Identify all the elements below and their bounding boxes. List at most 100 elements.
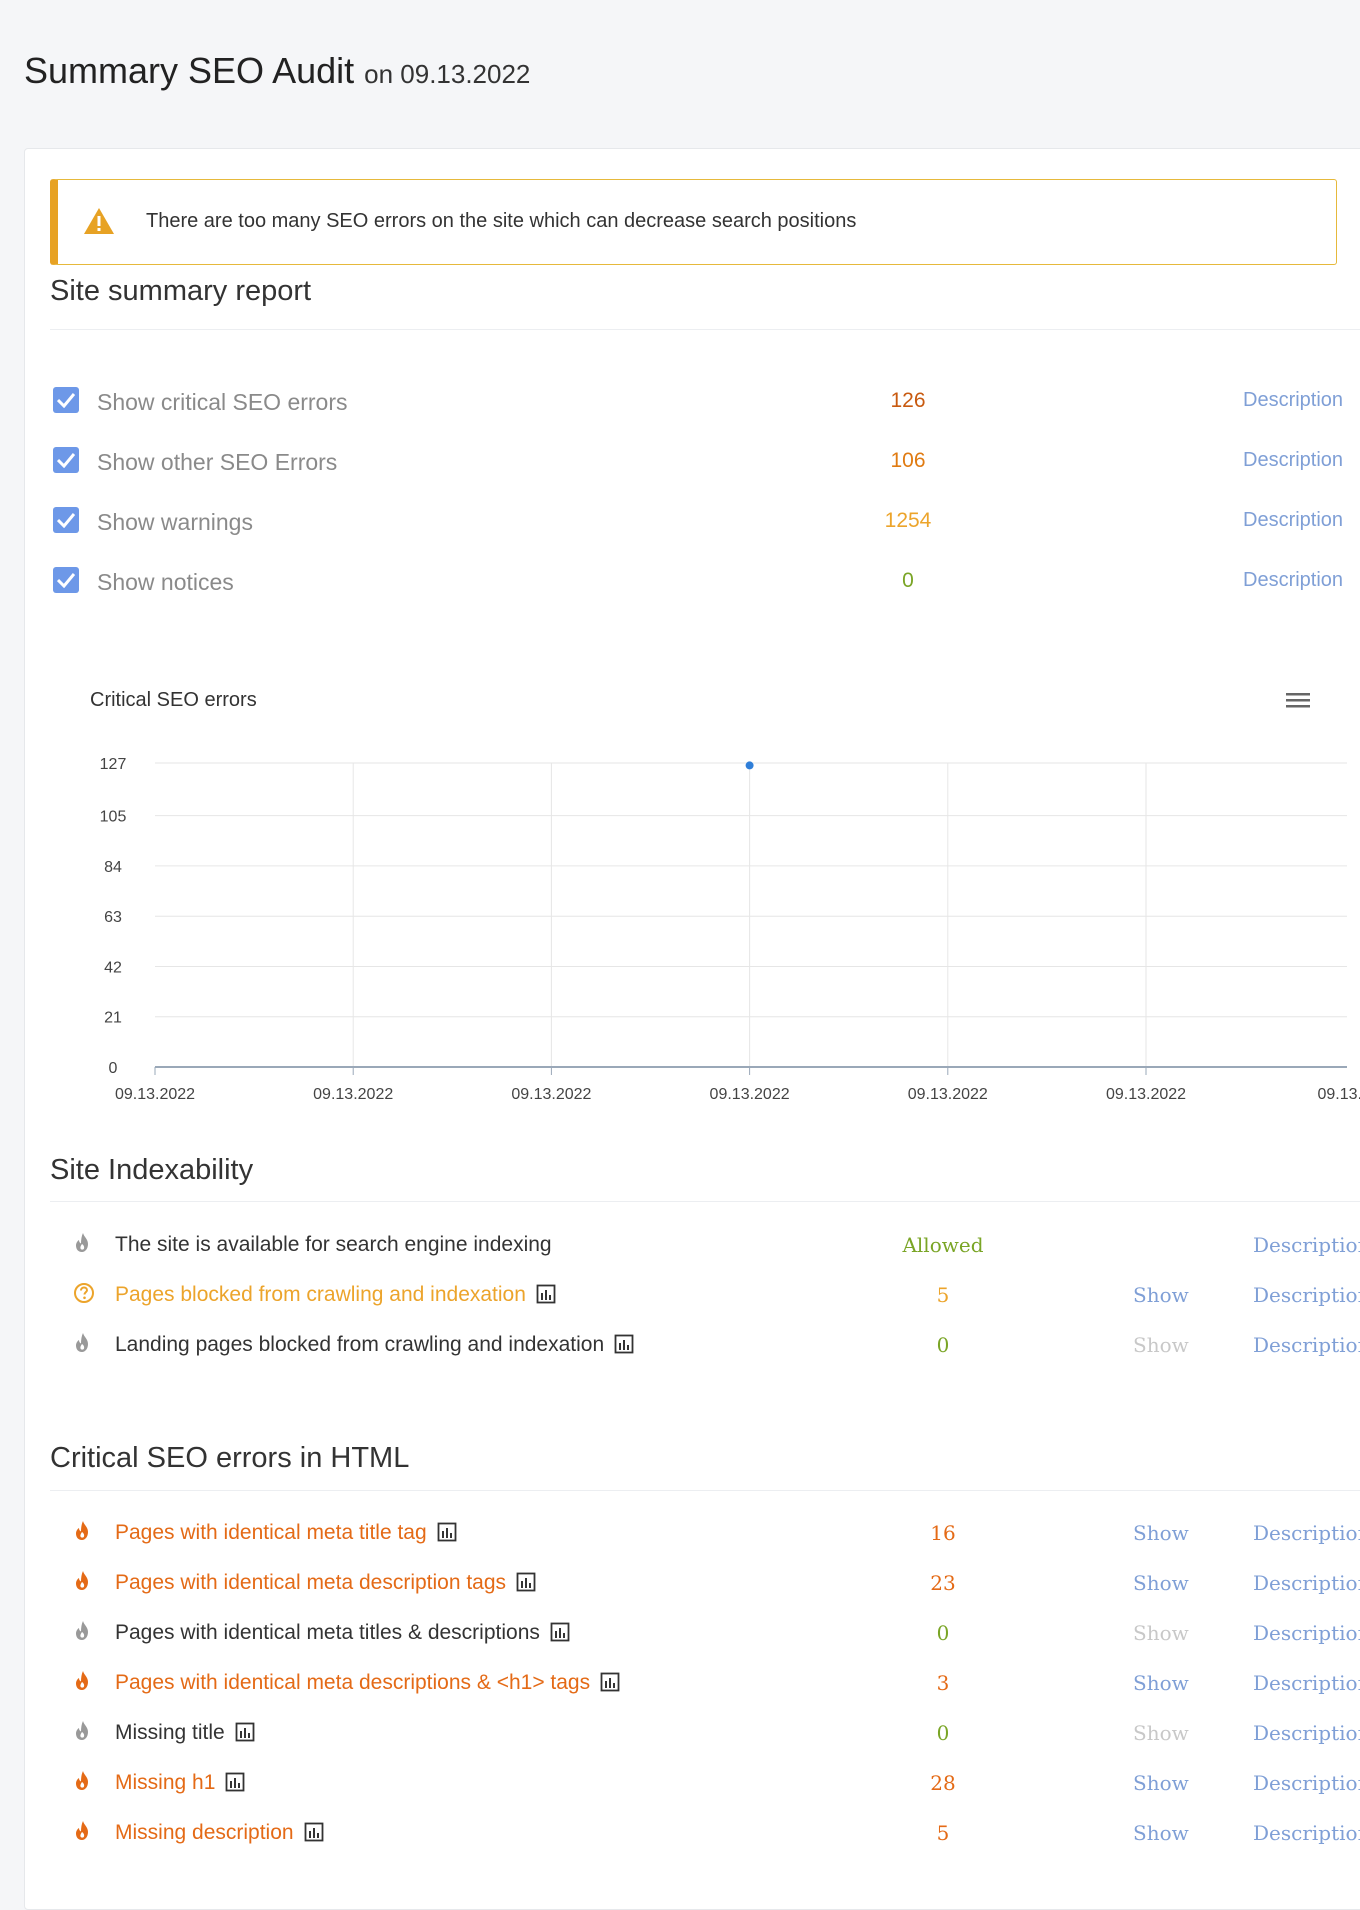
chart-menu-icon[interactable] — [1286, 691, 1310, 709]
description-link[interactable]: Description — [1253, 1771, 1360, 1795]
fire-icon — [76, 1621, 88, 1640]
chart-plot: 127 105 84 63 42 21 0 09.13.2022 09.13.2022 09.13… — [100, 756, 1360, 1103]
issue-label-text: Pages with identical meta descriptions &… — [115, 1671, 591, 1694]
audit-date: on 09.13.2022 — [364, 59, 531, 89]
warning-icon — [84, 208, 114, 234]
summary-row-label[interactable]: Show critical SEO errors — [97, 389, 348, 415]
issue-label: Pages with identical meta descriptions &… — [115, 1671, 620, 1695]
description-link[interactable]: Description — [1253, 1821, 1360, 1845]
fire-icon — [73, 1720, 93, 1747]
x-tick-label: 09.13.2 — [1318, 1086, 1360, 1103]
check-icon — [57, 453, 75, 468]
bar-chart-icon[interactable] — [536, 1284, 556, 1304]
issue-row: Missing title 0 Show Description — [73, 1717, 1360, 1751]
bar-chart-icon[interactable] — [516, 1572, 536, 1592]
issue-count: 5 — [936, 1283, 950, 1307]
critical-errors-chart: Critical SEO errors 127 105 84 63 42 21 0 09.13… — [50, 649, 1360, 1109]
fire-icon — [73, 1820, 93, 1847]
issue-label-text: Pages with identical meta title tag — [115, 1521, 427, 1544]
issue-row: Landing pages blocked from crawling and … — [73, 1329, 1360, 1363]
bar-chart-icon[interactable] — [437, 1522, 457, 1542]
summary-row-value: 1254 — [884, 509, 932, 532]
issue-count: 0 — [936, 1721, 950, 1745]
issue-row: The site is available for search engine … — [73, 1229, 1360, 1263]
show-link[interactable]: Show — [1133, 1571, 1189, 1595]
summary-row: Show notices 0 Description — [53, 565, 1353, 597]
issue-count: 28 — [930, 1771, 956, 1795]
issue-count: 0 — [936, 1621, 950, 1645]
data-point[interactable] — [745, 761, 754, 770]
issue-count: 16 — [930, 1521, 956, 1545]
description-link[interactable]: Description — [1253, 1721, 1360, 1745]
fire-icon — [76, 1333, 88, 1352]
checkbox[interactable] — [53, 447, 79, 473]
site-indexability-title: Site Indexability — [50, 1154, 254, 1186]
fire-icon — [73, 1520, 93, 1547]
y-tick-label: 127 — [100, 756, 127, 773]
issue-label: Pages with identical meta title tag — [115, 1521, 457, 1545]
y-tick-label: 84 — [104, 859, 122, 876]
bar-chart-icon[interactable] — [304, 1822, 324, 1842]
description-link[interactable]: Description — [1253, 1233, 1360, 1257]
page-title: Summary SEO Audit on 09.13.2022 — [24, 50, 530, 92]
show-link: Show — [1133, 1621, 1189, 1645]
issue-label: Pages blocked from crawling and indexati… — [115, 1283, 556, 1307]
fire-icon — [76, 1771, 88, 1790]
show-link[interactable]: Show — [1133, 1821, 1189, 1845]
issue-label: Pages with identical meta description ta… — [115, 1571, 536, 1595]
divider — [50, 1201, 1360, 1202]
issue-row: Pages with identical meta titles & descr… — [73, 1617, 1360, 1651]
fire-icon — [73, 1332, 93, 1359]
check-icon — [57, 573, 75, 588]
description-link[interactable]: Description — [1253, 1333, 1360, 1357]
description-link[interactable]: Description — [1243, 509, 1344, 531]
fire-icon — [73, 1620, 93, 1647]
description-link[interactable]: Description — [1253, 1671, 1360, 1695]
description-link[interactable]: Description — [1243, 569, 1344, 591]
y-tick-label: 63 — [104, 909, 122, 926]
issue-label-text: Missing h1 — [115, 1771, 216, 1794]
summary-row-label[interactable]: Show notices — [97, 569, 234, 595]
x-tick-label: 09.13.2022 — [511, 1086, 591, 1103]
show-link[interactable]: Show — [1133, 1671, 1189, 1695]
description-link[interactable]: Description — [1253, 1571, 1360, 1595]
issue-label: Landing pages blocked from crawling and … — [115, 1333, 634, 1357]
bar-chart-icon[interactable] — [235, 1722, 255, 1742]
alert-message: There are too many SEO errors on the sit… — [146, 210, 857, 232]
summary-row-value: 126 — [890, 389, 926, 412]
issue-label: Pages with identical meta titles & descr… — [115, 1621, 570, 1645]
description-link[interactable]: Description — [1253, 1283, 1360, 1307]
issue-label: The site is available for search engine … — [115, 1233, 552, 1257]
show-link[interactable]: Show — [1133, 1521, 1189, 1545]
checkbox[interactable] — [53, 387, 79, 413]
seo-alert: There are too many SEO errors on the sit… — [50, 179, 1337, 265]
description-link[interactable]: Description — [1243, 449, 1344, 471]
chart-title: Critical SEO errors — [90, 689, 257, 711]
bar-chart-icon[interactable] — [614, 1334, 634, 1354]
bar-chart-icon[interactable] — [225, 1772, 245, 1792]
checkbox[interactable] — [53, 567, 79, 593]
fire-icon — [76, 1821, 88, 1840]
audit-panel: There are too many SEO errors on the sit… — [24, 148, 1360, 1910]
description-link[interactable]: Description — [1253, 1621, 1360, 1645]
check-icon — [57, 513, 75, 528]
fire-icon — [73, 1670, 93, 1697]
show-link: Show — [1133, 1333, 1189, 1357]
summary-row-label[interactable]: Show warnings — [97, 509, 253, 535]
issue-row: Pages blocked from crawling and indexati… — [73, 1279, 1360, 1313]
critical-html-title: Critical SEO errors in HTML — [50, 1442, 410, 1474]
bar-chart-icon[interactable] — [550, 1622, 570, 1642]
summary-row: Show critical SEO errors 126 Description — [53, 385, 1353, 417]
description-link[interactable]: Description — [1243, 389, 1344, 411]
show-link[interactable]: Show — [1133, 1283, 1189, 1307]
bar-chart-icon[interactable] — [600, 1672, 620, 1692]
summary-row-label[interactable]: Show other SEO Errors — [97, 449, 338, 475]
site-summary-title: Site summary report — [50, 275, 312, 307]
y-tick-label: 0 — [109, 1060, 118, 1077]
show-link[interactable]: Show — [1133, 1771, 1189, 1795]
checkbox[interactable] — [53, 507, 79, 533]
fire-icon — [76, 1571, 88, 1590]
description-link[interactable]: Description — [1253, 1521, 1360, 1545]
x-tick-label: 09.13.2022 — [313, 1086, 393, 1103]
summary-row: Show other SEO Errors 106 Description — [53, 445, 1353, 477]
